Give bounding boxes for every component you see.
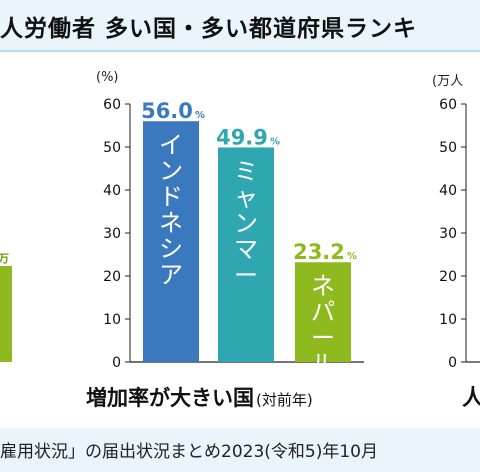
bar-category-label: ミャンマー (234, 157, 258, 289)
y-tick-label: 20 (103, 269, 121, 285)
right-y-tick-label: 30 (439, 226, 457, 242)
chart-subtitle: (対前年) (256, 391, 313, 409)
right-y-tick-label: 40 (439, 183, 457, 199)
right-y-tick-label: 50 (439, 140, 457, 156)
page-title: 人労働者 多い国・多い都道府県ランキ (0, 16, 418, 42)
y-tick-label: 60 (103, 97, 121, 113)
y-tick-label: 0 (112, 355, 121, 371)
y-axis-unit-label: (%) (96, 70, 119, 85)
y-tick-label: 30 (103, 226, 121, 242)
bar-value-label: 49.9 (216, 125, 268, 149)
right-y-tick-label: 60 (439, 97, 457, 113)
bar-category-label: ネパール (311, 272, 335, 378)
bar-category-label: インドネシア (159, 131, 183, 289)
chart-title-main: 増加率が大きい国 (86, 386, 254, 410)
right-y-tick-label: 10 (439, 312, 457, 328)
source-note: 雇用状況」の届出状況まとめ2023(令和5)年10月 (0, 442, 378, 462)
footer-band (0, 428, 480, 472)
y-tick-label: 40 (103, 183, 121, 199)
y-tick-label: 10 (103, 312, 121, 328)
bar-2 (218, 147, 274, 362)
bar-1 (143, 121, 199, 362)
right-chart-unit-label: (万人 (432, 74, 464, 89)
right-y-tick-label: 0 (448, 355, 457, 371)
bar-value-unit: % (347, 251, 357, 262)
left-fragment-bar (0, 266, 12, 362)
right-y-tick-label: 20 (439, 269, 457, 285)
header-band (0, 0, 480, 52)
left-fragment-label: 万 (0, 252, 9, 265)
bar-value-unit: % (270, 136, 280, 147)
bar-value-label: 56.0 (141, 99, 193, 123)
bar-value-unit: % (195, 110, 205, 121)
y-tick-label: 50 (103, 140, 121, 156)
bar-value-label: 23.2 (293, 240, 345, 264)
bar-3 (295, 262, 351, 362)
chart-title: 増加率が大きい国 (対前年) (86, 382, 313, 412)
right-chart-title-fragment: 人 (462, 386, 480, 411)
